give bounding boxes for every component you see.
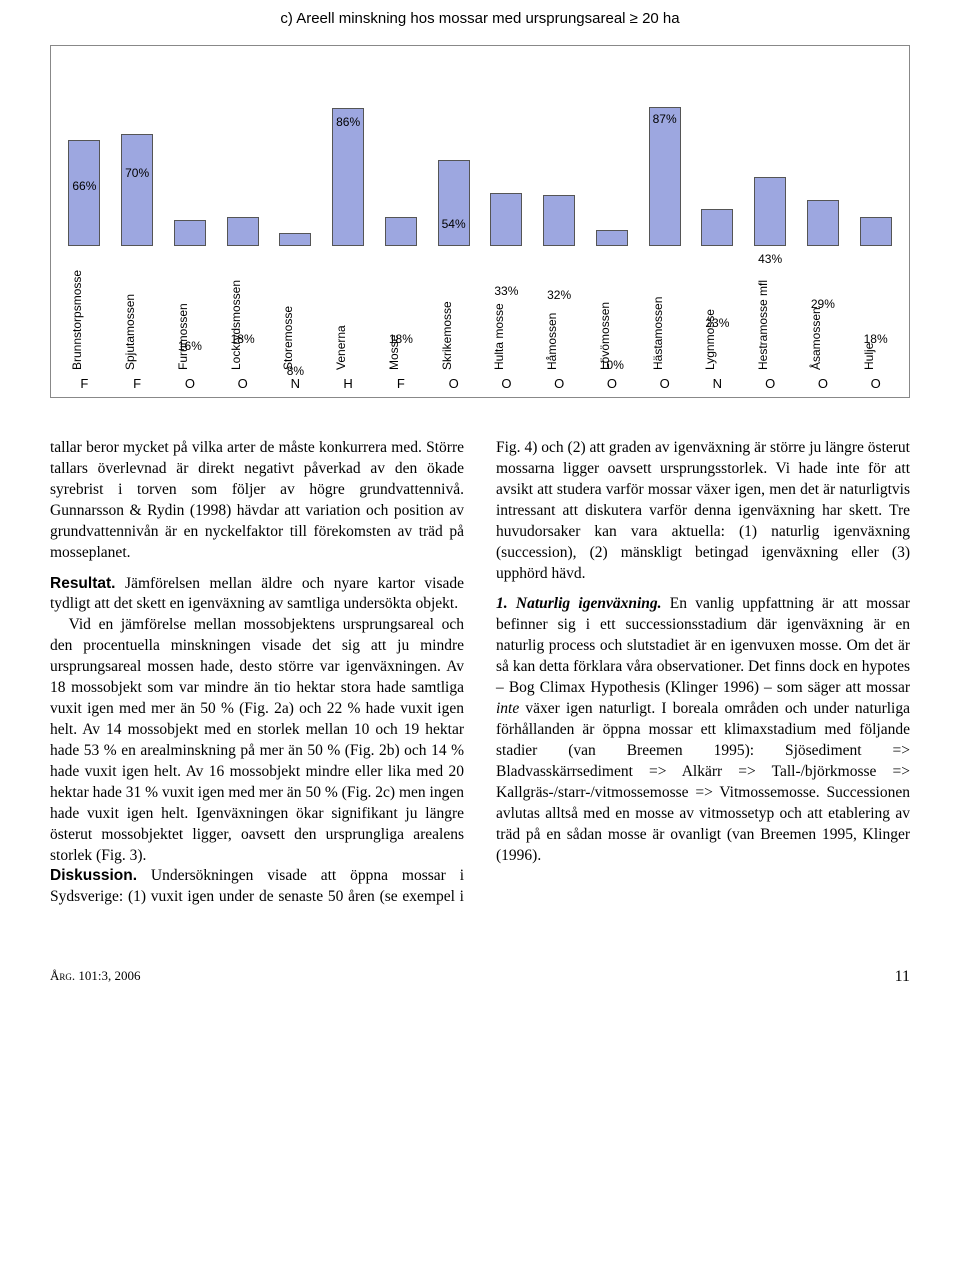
subsection-heading: 1. Naturlig igenväxning. (496, 595, 662, 612)
chart-x-categories: BrunnstorpsmosseSpjutamossenFurumossenLo… (59, 252, 901, 370)
bar: 23% (692, 209, 743, 246)
x-category-label: Storemosse (270, 252, 321, 370)
bar-rect (543, 195, 575, 246)
code-label: F (59, 376, 110, 391)
code-label: H (323, 376, 374, 391)
bar: 8% (270, 233, 321, 246)
code-label: F (112, 376, 163, 391)
code-label: O (534, 376, 585, 391)
chart-code-row: FFOONHFOOOOONOOO (59, 376, 901, 391)
code-label: O (587, 376, 638, 391)
bar-rect (174, 220, 206, 246)
paragraph: 1. Naturlig igenväxning. En vanlig uppfa… (496, 594, 910, 866)
bar: 86% (323, 108, 374, 246)
bar: 18% (376, 217, 427, 246)
bar: 54% (428, 160, 479, 246)
bar: 43% (745, 177, 796, 246)
bar-rect (68, 140, 100, 246)
code-label: O (217, 376, 268, 391)
bar-value-label: 54% (442, 217, 466, 231)
x-category-label: Lygnmosse (692, 252, 743, 370)
bar: 18% (217, 217, 268, 246)
body-text: tallar beror mycket på vilka arter de må… (50, 438, 910, 908)
code-label: O (639, 376, 690, 391)
bar-rect (121, 134, 153, 246)
chart-title: c) Areell minskning hos mossar med urspr… (50, 10, 910, 27)
section-heading: Diskussion. (50, 867, 137, 884)
bar: 70% (112, 134, 163, 246)
bar: 33% (481, 193, 532, 246)
x-category-label: Håmossen (534, 252, 585, 370)
bar-value-label: 70% (125, 166, 149, 180)
paragraph: Vid en jämförelse mellan mossobjektens u… (50, 615, 464, 866)
bar-rect (596, 230, 628, 246)
bar-rect (227, 217, 259, 246)
paragraph: Resultat. Jämförelsen mellan äldre och n… (50, 574, 464, 616)
code-label: O (850, 376, 901, 391)
x-category-label: Venerna (323, 252, 374, 370)
bar: 16% (165, 220, 216, 246)
bar-rect (701, 209, 733, 246)
bar-value-label: 66% (72, 179, 96, 193)
paragraph: tallar beror mycket på vilka arter de må… (50, 438, 464, 564)
x-category-label: Hästamossen (639, 252, 690, 370)
section-heading: Resultat. (50, 575, 115, 592)
bar: 18% (850, 217, 901, 246)
bar: 10% (587, 230, 638, 246)
page-number: 11 (895, 968, 910, 986)
code-label: O (745, 376, 796, 391)
x-category-label: Spjutamossen (112, 252, 163, 370)
code-label: F (376, 376, 427, 391)
bar-value-label: 86% (336, 115, 360, 129)
bar: 32% (534, 195, 585, 246)
bar-rect (807, 200, 839, 246)
bar: 66% (59, 140, 110, 246)
bar-rect (279, 233, 311, 246)
bar-rect (649, 107, 681, 246)
x-category-label: Åsamossen (798, 252, 849, 370)
code-label: N (692, 376, 743, 391)
footer-left: Årg. 101:3, 2006 (50, 968, 141, 986)
x-category-label: Lockrydsmossen (217, 252, 268, 370)
bar: 29% (798, 200, 849, 246)
x-category-label: Hulje (850, 252, 901, 370)
bar-rect (438, 160, 470, 246)
x-category-label: Skrikemosse (428, 252, 479, 370)
x-category-label: Mosse (376, 252, 427, 370)
x-category-label: Lövömossen (587, 252, 638, 370)
bar-rect (385, 217, 417, 246)
chart-plot-area: 66%70%16%18%8%86%18%54%33%32%10%87%23%43… (59, 56, 901, 246)
bar-rect (332, 108, 364, 246)
page-footer: Årg. 101:3, 2006 11 (50, 968, 910, 986)
x-category-label: Hulta mosse (481, 252, 532, 370)
x-category-label: Hestramosse mfl (745, 252, 796, 370)
bar-rect (490, 193, 522, 246)
code-label: O (428, 376, 479, 391)
x-category-label: Furumossen (165, 252, 216, 370)
bar-rect (754, 177, 786, 246)
bar-value-label: 87% (653, 112, 677, 126)
bar-rect (860, 217, 892, 246)
chart-container: 66%70%16%18%8%86%18%54%33%32%10%87%23%43… (50, 45, 910, 398)
code-label: O (481, 376, 532, 391)
x-category-label: Brunnstorpsmosse (59, 252, 110, 370)
code-label: O (798, 376, 849, 391)
bar: 87% (639, 107, 690, 246)
code-label: O (165, 376, 216, 391)
